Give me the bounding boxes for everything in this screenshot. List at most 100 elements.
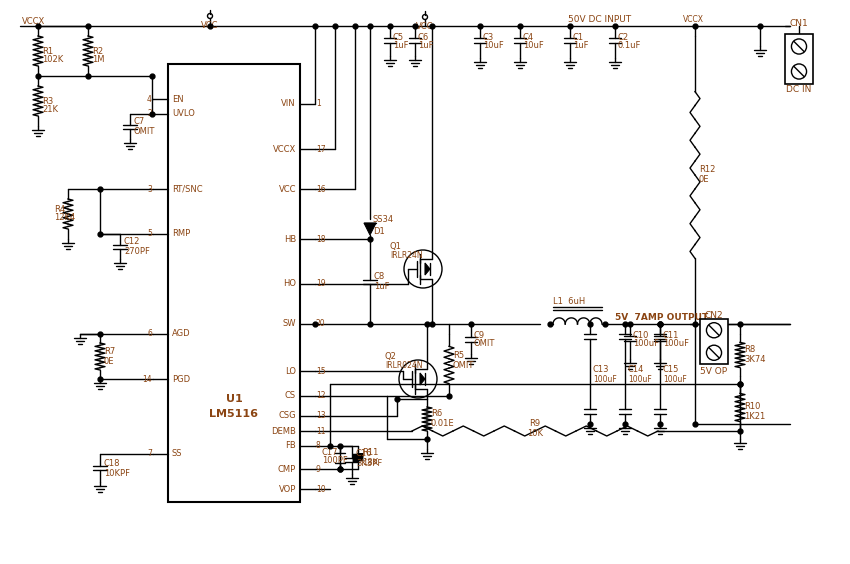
Text: 1: 1: [316, 99, 320, 108]
Text: 100uF: 100uF: [628, 374, 652, 384]
Text: 20: 20: [316, 319, 326, 328]
Text: SS: SS: [172, 450, 183, 459]
Text: 5V OP: 5V OP: [700, 368, 728, 377]
Text: SW: SW: [282, 319, 296, 328]
Text: 10uF: 10uF: [483, 42, 504, 51]
Text: CS: CS: [285, 391, 296, 400]
Text: C3: C3: [483, 33, 494, 42]
Text: C1: C1: [573, 33, 584, 42]
Text: 0.1uF: 0.1uF: [618, 42, 642, 51]
Text: 0E: 0E: [104, 357, 115, 366]
Bar: [168, 64, 300, 502]
Text: C10: C10: [633, 331, 649, 340]
Text: 18: 18: [316, 235, 326, 244]
Text: HB: HB: [284, 235, 296, 244]
Text: 10: 10: [316, 484, 326, 494]
Text: PGD: PGD: [172, 374, 190, 384]
Text: 5V  7AMP OUTPUT: 5V 7AMP OUTPUT: [615, 314, 708, 323]
Text: VCCX: VCCX: [22, 16, 45, 25]
Text: R10: R10: [744, 402, 761, 411]
Text: OMIT: OMIT: [134, 126, 156, 135]
Text: 8: 8: [316, 442, 320, 451]
Text: 50V DC INPUT: 50V DC INPUT: [569, 15, 632, 24]
Text: 100uF: 100uF: [633, 340, 659, 349]
Text: VCC: VCC: [279, 184, 296, 193]
Text: 6: 6: [147, 329, 152, 338]
Text: 19: 19: [316, 280, 326, 289]
Text: C4: C4: [523, 33, 534, 42]
Text: C6: C6: [418, 33, 429, 42]
Bar: [700, 319, 728, 364]
Text: RT/SNC: RT/SNC: [172, 184, 202, 193]
Text: 1uF: 1uF: [418, 42, 434, 51]
Text: 0.01E: 0.01E: [431, 420, 455, 429]
Polygon shape: [425, 263, 430, 275]
Text: 3K74: 3K74: [744, 355, 766, 364]
Text: 1uF: 1uF: [374, 282, 389, 291]
Text: 5: 5: [147, 230, 152, 239]
Text: CN2: CN2: [705, 311, 723, 320]
Text: R9: R9: [530, 420, 541, 429]
Text: R1: R1: [42, 46, 53, 55]
Text: 15: 15: [316, 367, 326, 376]
Text: C17: C17: [322, 448, 338, 457]
Text: Q1: Q1: [390, 243, 402, 252]
Text: 1uF: 1uF: [393, 42, 409, 51]
Text: HO: HO: [283, 280, 296, 289]
Text: C12: C12: [124, 237, 140, 246]
Text: 4: 4: [147, 95, 152, 104]
Text: R11: R11: [362, 448, 378, 457]
Polygon shape: [420, 373, 425, 385]
Text: C2: C2: [618, 33, 629, 42]
Text: 1M: 1M: [92, 55, 105, 64]
Text: U1: U1: [225, 394, 242, 404]
Text: CSG: CSG: [278, 412, 296, 421]
Text: 16: 16: [316, 184, 326, 193]
Text: UVLO: UVLO: [172, 109, 195, 118]
Text: VCC: VCC: [201, 21, 218, 30]
Text: 10uF: 10uF: [523, 42, 544, 51]
Text: C7: C7: [134, 117, 145, 126]
Text: EN: EN: [172, 95, 184, 104]
Text: DEMB: DEMB: [271, 426, 296, 435]
Text: CMP: CMP: [278, 465, 296, 474]
Text: C9: C9: [474, 332, 485, 341]
Text: LM5116: LM5116: [209, 409, 258, 419]
Text: LO: LO: [285, 367, 296, 376]
Text: R3: R3: [42, 96, 54, 105]
Text: 9: 9: [316, 465, 320, 474]
Text: R4: R4: [54, 205, 65, 214]
Text: 100uF: 100uF: [663, 374, 687, 384]
Text: 270PF: 270PF: [124, 246, 150, 255]
Text: 11: 11: [316, 426, 326, 435]
Text: 102K: 102K: [42, 55, 63, 64]
Text: 3K3PF: 3K3PF: [356, 459, 382, 468]
Text: R7: R7: [104, 347, 116, 356]
Text: 100uF: 100uF: [593, 374, 617, 384]
Text: OMIT: OMIT: [453, 360, 474, 369]
Text: VIN: VIN: [281, 99, 296, 108]
Text: 3: 3: [147, 184, 152, 193]
Text: 13: 13: [316, 412, 326, 421]
Text: D1: D1: [373, 227, 385, 236]
Text: C16: C16: [356, 450, 372, 459]
Text: IRLR024N: IRLR024N: [385, 362, 422, 371]
Text: AGD: AGD: [172, 329, 190, 338]
Text: 17: 17: [316, 144, 326, 153]
Text: C18: C18: [104, 460, 121, 469]
Text: 1K21: 1K21: [744, 412, 765, 421]
Text: 10K: 10K: [527, 429, 543, 438]
Text: C14: C14: [628, 364, 644, 373]
Text: 14: 14: [142, 374, 152, 384]
Text: R12: R12: [699, 165, 716, 174]
Text: 12K4: 12K4: [54, 214, 76, 223]
Text: R5: R5: [453, 350, 464, 359]
Text: VCCX: VCCX: [683, 15, 704, 24]
Text: RMP: RMP: [172, 230, 190, 239]
Text: 10KPF: 10KPF: [104, 469, 130, 478]
Text: IRLR24N: IRLR24N: [390, 252, 422, 261]
Text: C5: C5: [393, 33, 404, 42]
Text: 12: 12: [316, 391, 326, 400]
Text: 18K: 18K: [362, 458, 378, 467]
Text: C8: C8: [374, 272, 385, 281]
